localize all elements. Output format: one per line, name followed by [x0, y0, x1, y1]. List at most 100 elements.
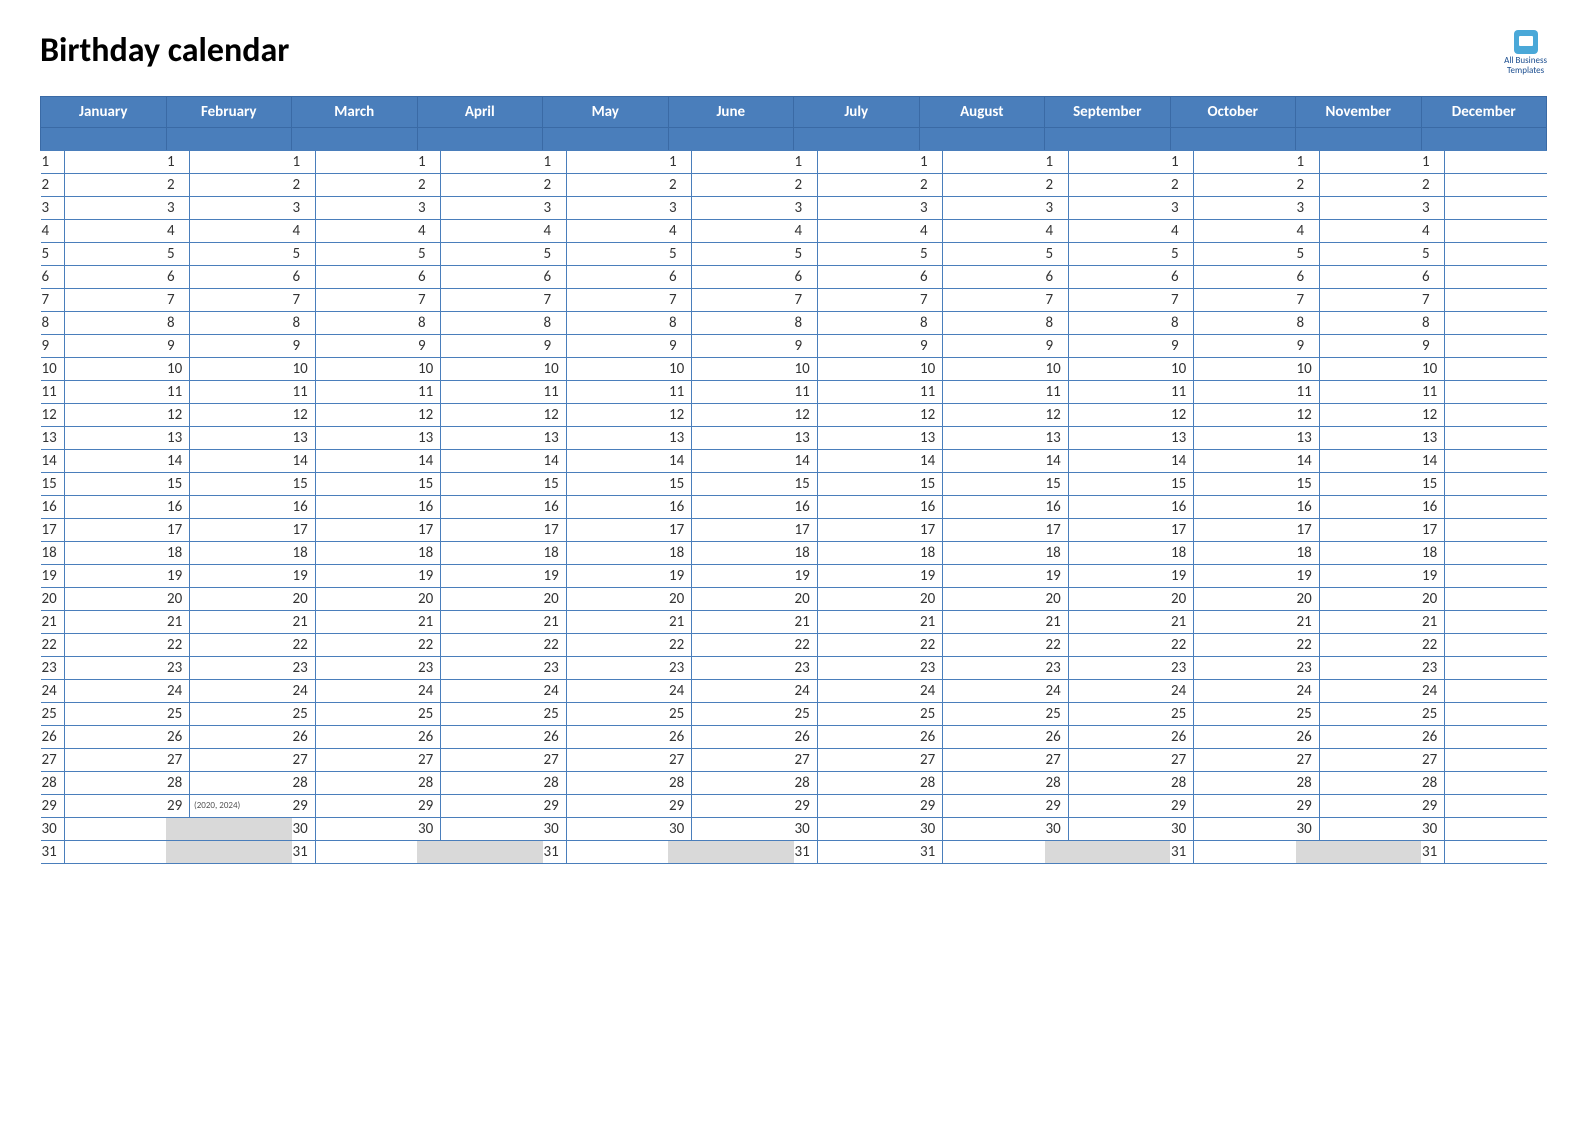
- day-cell[interactable]: 10: [292, 357, 418, 380]
- day-cell[interactable]: 4: [794, 219, 920, 242]
- day-cell[interactable]: 15: [919, 472, 1045, 495]
- day-cell[interactable]: 24: [41, 679, 167, 702]
- day-cell[interactable]: 18: [1296, 541, 1422, 564]
- day-cell[interactable]: 27: [417, 748, 543, 771]
- day-cell[interactable]: 26: [1421, 725, 1547, 748]
- day-cell[interactable]: 13: [919, 426, 1045, 449]
- day-cell[interactable]: 16: [417, 495, 543, 518]
- day-cell[interactable]: 11: [1170, 380, 1296, 403]
- day-cell[interactable]: 23: [41, 656, 167, 679]
- day-cell[interactable]: 26: [417, 725, 543, 748]
- day-cell[interactable]: 17: [1296, 518, 1422, 541]
- day-cell[interactable]: 5: [919, 242, 1045, 265]
- day-cell[interactable]: 4: [166, 219, 292, 242]
- day-cell[interactable]: 11: [166, 380, 292, 403]
- day-cell[interactable]: 23: [166, 656, 292, 679]
- day-cell[interactable]: 26: [1296, 725, 1422, 748]
- day-cell[interactable]: 21: [292, 610, 418, 633]
- day-cell[interactable]: 29: [668, 794, 794, 817]
- day-cell[interactable]: 20: [1296, 587, 1422, 610]
- day-cell[interactable]: 5: [1170, 242, 1296, 265]
- day-cell[interactable]: 27: [292, 748, 418, 771]
- day-cell[interactable]: 18: [41, 541, 167, 564]
- day-cell[interactable]: 27: [41, 748, 167, 771]
- day-cell[interactable]: 6: [1296, 265, 1422, 288]
- day-cell[interactable]: 11: [1296, 380, 1422, 403]
- day-cell[interactable]: 20: [166, 587, 292, 610]
- day-cell[interactable]: 2: [1421, 173, 1547, 196]
- day-cell[interactable]: 16: [794, 495, 920, 518]
- day-cell[interactable]: 6: [292, 265, 418, 288]
- day-cell[interactable]: 29: [1296, 794, 1422, 817]
- day-cell[interactable]: 18: [1421, 541, 1547, 564]
- day-cell[interactable]: 22: [41, 633, 167, 656]
- day-cell[interactable]: 14: [1296, 449, 1422, 472]
- day-cell[interactable]: 23: [417, 656, 543, 679]
- day-cell[interactable]: 25: [417, 702, 543, 725]
- day-cell[interactable]: 20: [1170, 587, 1296, 610]
- day-cell[interactable]: 25: [1296, 702, 1422, 725]
- day-cell[interactable]: 13: [166, 426, 292, 449]
- day-cell[interactable]: 15: [1045, 472, 1171, 495]
- day-cell[interactable]: 31: [794, 840, 920, 863]
- day-cell[interactable]: 12: [1170, 403, 1296, 426]
- day-cell[interactable]: 27: [543, 748, 669, 771]
- day-cell[interactable]: 19: [668, 564, 794, 587]
- day-cell[interactable]: 5: [543, 242, 669, 265]
- day-cell[interactable]: 31: [919, 840, 1045, 863]
- day-cell[interactable]: 23: [1045, 656, 1171, 679]
- day-cell[interactable]: 17: [41, 518, 167, 541]
- day-cell[interactable]: 11: [292, 380, 418, 403]
- day-cell[interactable]: 31: [41, 840, 167, 863]
- day-cell[interactable]: 3: [41, 196, 167, 219]
- day-cell[interactable]: 19: [919, 564, 1045, 587]
- day-cell[interactable]: 17: [1045, 518, 1171, 541]
- day-cell[interactable]: 28: [166, 771, 292, 794]
- day-cell[interactable]: 25: [1421, 702, 1547, 725]
- day-cell[interactable]: 31: [1170, 840, 1296, 863]
- day-cell[interactable]: 6: [543, 265, 669, 288]
- day-cell[interactable]: 5: [1296, 242, 1422, 265]
- day-cell[interactable]: 20: [1045, 587, 1171, 610]
- day-cell[interactable]: 8: [1421, 311, 1547, 334]
- day-cell[interactable]: 1: [292, 150, 418, 173]
- day-cell[interactable]: 9: [1170, 334, 1296, 357]
- day-cell[interactable]: 15: [543, 472, 669, 495]
- day-cell[interactable]: 29: [1045, 794, 1171, 817]
- day-cell[interactable]: 29: [1421, 794, 1547, 817]
- day-cell[interactable]: 16: [1421, 495, 1547, 518]
- day-cell[interactable]: 16: [543, 495, 669, 518]
- day-cell[interactable]: 21: [1421, 610, 1547, 633]
- day-cell[interactable]: 4: [668, 219, 794, 242]
- day-cell[interactable]: 2: [1296, 173, 1422, 196]
- day-cell[interactable]: 8: [417, 311, 543, 334]
- day-cell[interactable]: 18: [794, 541, 920, 564]
- day-cell[interactable]: 14: [417, 449, 543, 472]
- day-cell[interactable]: 25: [166, 702, 292, 725]
- day-cell[interactable]: 5: [794, 242, 920, 265]
- day-cell[interactable]: 23: [794, 656, 920, 679]
- day-cell[interactable]: 6: [417, 265, 543, 288]
- day-cell[interactable]: 18: [668, 541, 794, 564]
- day-cell[interactable]: 15: [1170, 472, 1296, 495]
- day-cell[interactable]: 13: [1296, 426, 1422, 449]
- day-cell[interactable]: 3: [668, 196, 794, 219]
- day-cell[interactable]: 12: [166, 403, 292, 426]
- day-cell[interactable]: 28: [292, 771, 418, 794]
- day-cell[interactable]: 14: [543, 449, 669, 472]
- day-cell[interactable]: 17: [794, 518, 920, 541]
- day-cell[interactable]: 30: [668, 817, 794, 840]
- day-cell[interactable]: 22: [292, 633, 418, 656]
- day-cell[interactable]: 3: [1296, 196, 1422, 219]
- day-cell[interactable]: 12: [41, 403, 167, 426]
- day-cell[interactable]: 29: [292, 794, 418, 817]
- day-cell[interactable]: 25: [543, 702, 669, 725]
- day-cell[interactable]: 19: [1170, 564, 1296, 587]
- day-cell[interactable]: 8: [919, 311, 1045, 334]
- day-cell[interactable]: 13: [417, 426, 543, 449]
- day-cell[interactable]: 24: [1421, 679, 1547, 702]
- day-cell[interactable]: 12: [1421, 403, 1547, 426]
- day-cell[interactable]: 25: [292, 702, 418, 725]
- day-cell[interactable]: 20: [919, 587, 1045, 610]
- day-cell[interactable]: 2: [794, 173, 920, 196]
